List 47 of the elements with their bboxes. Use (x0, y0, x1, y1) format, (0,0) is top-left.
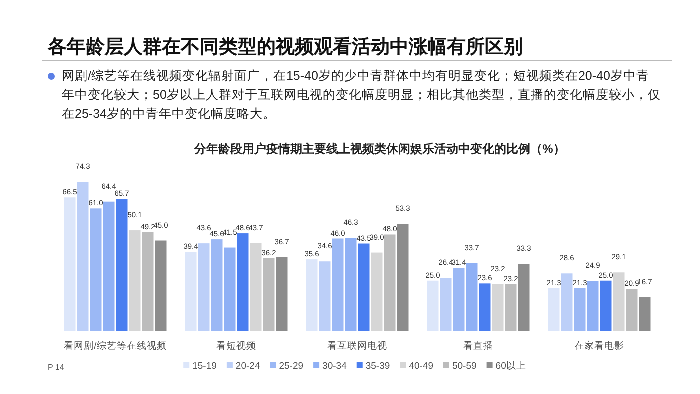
legend-label: 35-39 (366, 361, 390, 372)
bar (613, 272, 625, 331)
bar (384, 234, 396, 331)
bar (306, 260, 318, 331)
bar (561, 274, 573, 331)
chart-title: 各年龄层人群在不同类型的视频观看活动中涨幅有所区别 (48, 36, 523, 60)
bar (371, 252, 383, 331)
bar (77, 182, 89, 331)
x-tick-label: 在家看电影 (574, 340, 624, 352)
bar (600, 280, 612, 331)
bar (64, 198, 76, 331)
bar (263, 258, 275, 331)
legend-label: 20-24 (236, 361, 260, 372)
bar (479, 284, 491, 331)
bar (198, 244, 210, 331)
bar (639, 298, 651, 331)
bar (427, 280, 439, 331)
bar (505, 284, 517, 331)
x-tick-label: 看网剧/综艺等在线视频 (64, 340, 167, 352)
legend-label: 15-19 (192, 361, 217, 372)
bar (155, 240, 167, 331)
bar (185, 252, 197, 331)
text: P 14 (48, 363, 65, 372)
legend-label: 25-29 (279, 361, 304, 372)
bar (129, 230, 141, 331)
bar (116, 199, 128, 331)
text: 分年龄段用户疫情期主要线上视频类休闲娱乐活动中变化的比例（%） (194, 142, 566, 156)
bar (518, 264, 530, 331)
bar (397, 224, 409, 331)
legend-label: 60以上 (496, 360, 526, 372)
legend-label: 50-59 (452, 361, 477, 372)
bar (626, 289, 638, 331)
bar (358, 244, 370, 331)
bar (237, 234, 249, 331)
bar (276, 257, 288, 331)
x-tick-label: 看短视频 (216, 340, 256, 352)
chart-subtitle: 网剧/综艺等在线视频变化辐射面广，在15-40岁的少中青群体中均有明显变化；短视频类在20-40岁中青年中变化较大；50岁以上人群对于互联网电视的变化幅度明显；相比其他类型，直播的变化幅度较小，仅在25-34岁的中青年中变化幅度略大。 (62, 68, 662, 123)
bar (440, 278, 452, 331)
x-tick-label: 看互联网电视 (328, 340, 388, 352)
x-tick-label: 看直播 (464, 340, 494, 352)
legend-label: 40-49 (409, 361, 434, 372)
legend-label: 30-34 (322, 361, 347, 372)
bar (548, 288, 560, 331)
bar (319, 262, 331, 331)
bar (250, 243, 262, 331)
bar (142, 232, 154, 331)
bar (492, 284, 504, 331)
